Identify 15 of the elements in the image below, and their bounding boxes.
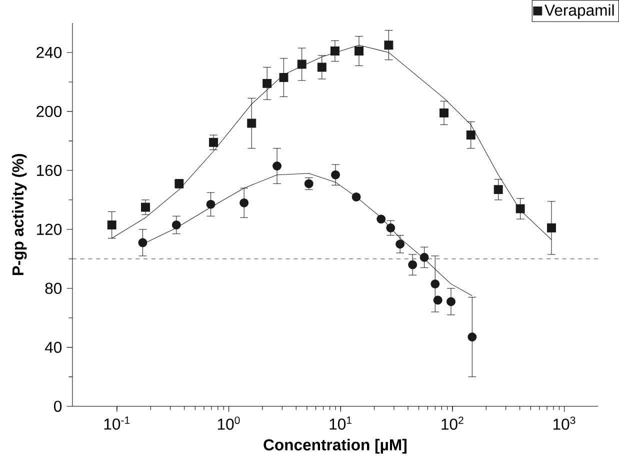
y-tick-label: 240 xyxy=(36,46,62,58)
y-tick-label: 80 xyxy=(45,282,62,294)
x-tick-label: 10$^{3}$ xyxy=(553,416,576,430)
y-tick-label: 120 xyxy=(37,224,62,235)
y-axis-title: P-gp activity (%) xyxy=(12,154,27,275)
y-tick-label: 0 xyxy=(54,400,62,412)
legend-label: Verapamil xyxy=(544,4,614,19)
y-tick-label: 200 xyxy=(36,106,62,117)
x-tick-label: 10$^{2}$ xyxy=(442,416,464,430)
x-tick-label: 10$^{0}$ xyxy=(218,416,240,430)
y-tick-label: 160 xyxy=(37,164,62,176)
y-tick-label: 40 xyxy=(44,342,62,353)
x-tick-label: 10$^{1}$ xyxy=(330,416,352,430)
x-tick-label: 10$^{-1}$ xyxy=(104,416,130,430)
x-axis-title: Concentration [µM] xyxy=(264,438,406,454)
